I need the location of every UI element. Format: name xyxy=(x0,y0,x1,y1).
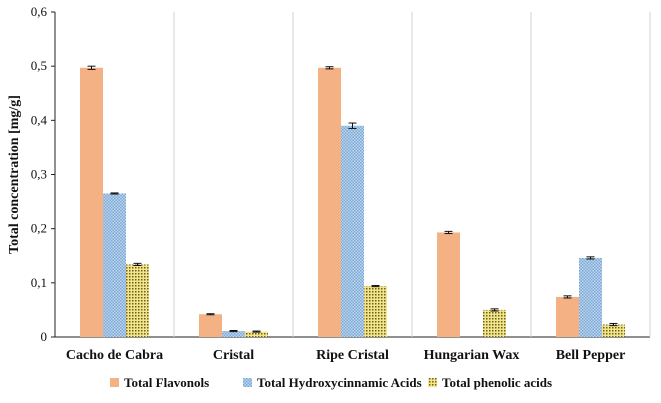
bars xyxy=(80,65,625,338)
bar xyxy=(364,286,387,337)
bar xyxy=(579,257,602,337)
bar xyxy=(483,309,506,337)
bar xyxy=(437,232,460,337)
legend-swatch xyxy=(428,378,437,387)
bar xyxy=(245,331,268,337)
x-category-label: Bell Pepper xyxy=(556,348,626,363)
labels: 0 0,1 0,2 0,3 0,4 0,5 0,6 Total concentration [… xyxy=(7,4,625,363)
legend-label: Total phenolic acids xyxy=(442,375,552,390)
y-tick-label: 0,1 xyxy=(31,275,47,290)
legend: Total Flavonols Total Hydroxycinnamic Aci… xyxy=(110,375,552,390)
legend-label: Total Flavonols xyxy=(124,375,209,390)
x-category-label: Ripe Cristal xyxy=(316,348,389,363)
y-tick-label: 0,5 xyxy=(31,58,47,73)
y-tick-label: 0,4 xyxy=(31,112,48,127)
legend-label: Total Hydroxycinnamic Acids xyxy=(257,375,422,390)
y-tick-label: 0,2 xyxy=(31,221,47,236)
bar xyxy=(556,296,579,337)
bar xyxy=(222,331,245,337)
x-category-label: Cacho de Cabra xyxy=(66,348,163,363)
bar xyxy=(199,314,222,337)
y-axis-label: Total concentration [mg/g] xyxy=(7,95,22,254)
bar xyxy=(318,67,341,338)
bar xyxy=(602,324,625,337)
bar xyxy=(341,125,364,337)
x-category-label: Cristal xyxy=(213,348,254,363)
bar xyxy=(80,67,103,338)
axes xyxy=(51,11,651,338)
legend-swatch xyxy=(110,378,119,387)
bar xyxy=(103,193,126,337)
bar xyxy=(126,264,149,337)
legend-swatch xyxy=(243,378,252,387)
y-tick-label: 0,3 xyxy=(31,167,47,182)
y-tick-label: 0,6 xyxy=(31,4,48,19)
y-tick-label: 0 xyxy=(41,329,48,344)
x-category-label: Hungarian Wax xyxy=(424,348,520,363)
